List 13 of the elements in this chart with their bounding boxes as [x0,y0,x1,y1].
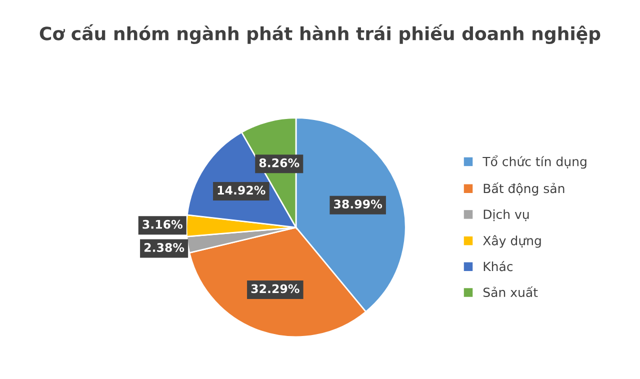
data-label: 14.92% [218,186,266,195]
legend-label: Tổ chức tín dụng [482,155,586,169]
chart-title: Cơ cấu nhóm ngành phát hành trái phiếu doanh nghiệp [40,24,600,44]
data-label: 8.26% [259,158,300,168]
data-label: 32.29% [251,284,300,294]
legend-label: Khác [484,261,513,272]
legend-label: Dịch vụ [484,209,529,222]
data-label: 38.99% [334,200,382,209]
legend-label: Xây dựng [483,235,541,248]
legend-label: Sản xuất [483,286,538,298]
data-label: 2.38% [144,243,184,252]
legend-label: Bất động sản [484,182,564,196]
data-label: 3.16% [142,220,182,229]
